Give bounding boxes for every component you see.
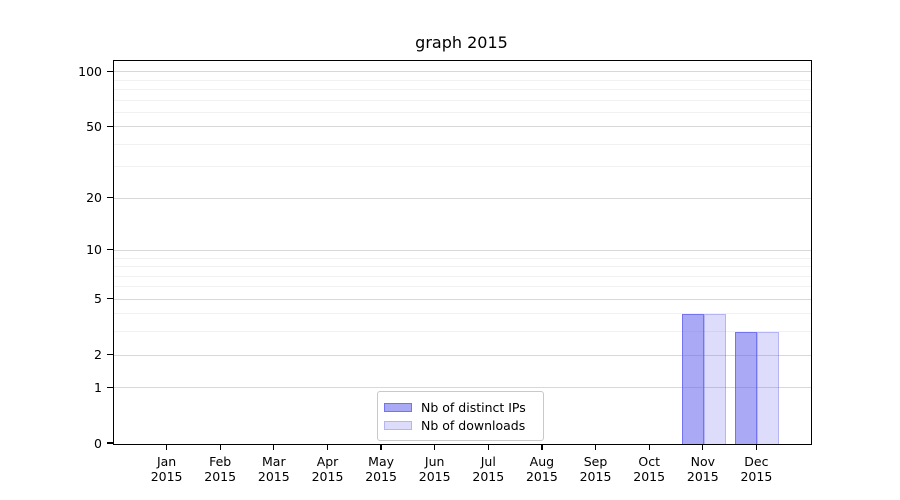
x-tick <box>755 444 758 450</box>
y-tick-label: 20 <box>86 190 102 206</box>
y-tick-label: 5 <box>94 291 102 307</box>
x-tick-month: Feb <box>209 454 232 469</box>
x-tick-month: Mar <box>262 454 286 469</box>
bar-downloads <box>703 314 726 444</box>
y-tick <box>107 70 113 72</box>
x-tick <box>165 444 168 450</box>
x-tick <box>326 444 329 450</box>
y-gridline-minor <box>114 286 811 288</box>
x-tick-month: Oct <box>638 454 660 469</box>
x-tick-year: 2015 <box>579 469 612 484</box>
y-gridline-minor <box>114 143 811 145</box>
x-tick <box>380 444 382 450</box>
x-tick <box>273 444 275 450</box>
y-tick-label: 2 <box>94 347 102 362</box>
y-gridline-major <box>114 197 811 199</box>
legend-item-distinct-ips: Nb of distinct IPs <box>384 399 537 416</box>
legend: Nb of distinct IPs Nb of downloads <box>377 391 544 441</box>
x-tick <box>594 444 597 450</box>
x-tick-year: 2015 <box>740 469 773 484</box>
x-tick-year: 2015 <box>365 469 397 484</box>
y-gridline-minor <box>114 79 811 81</box>
legend-label-distinct-ips: Nb of distinct IPs <box>421 400 526 415</box>
x-tick-label: May 2015 <box>353 454 409 484</box>
x-tick-label: Dec 2015 <box>728 454 784 484</box>
y-gridline-major <box>114 249 811 251</box>
x-tick <box>434 444 436 450</box>
y-tick <box>107 442 113 444</box>
x-tick-year: 2015 <box>472 469 505 484</box>
x-tick <box>487 444 489 450</box>
y-gridline-minor <box>114 99 811 101</box>
y-tick <box>107 125 113 127</box>
x-tick-label: Aug 2015 <box>514 454 570 484</box>
y-gridline-major <box>114 126 811 128</box>
y-tick-label: 0 <box>94 435 102 451</box>
x-tick <box>219 444 221 450</box>
y-gridline-major <box>114 298 811 300</box>
y-tick <box>107 353 113 356</box>
x-tick-month: Dec <box>744 454 769 469</box>
x-tick-label: Nov 2015 <box>675 454 731 484</box>
x-tick-label: Oct 2015 <box>621 454 677 484</box>
legend-label-downloads: Nb of downloads <box>421 418 526 433</box>
x-tick-month: Nov <box>690 454 715 469</box>
x-tick-label: Feb 2015 <box>192 454 248 484</box>
x-tick-label: Mar 2015 <box>246 454 302 484</box>
x-tick-month: Jul <box>480 454 496 469</box>
x-tick-label: Sep 2015 <box>568 454 624 484</box>
x-tick <box>541 444 543 450</box>
x-tick-label: Jun 2015 <box>407 454 463 484</box>
plot-area <box>113 60 812 445</box>
x-tick-month: May <box>368 454 395 469</box>
x-tick-month: Jan <box>156 454 177 469</box>
x-tick-year: 2015 <box>418 469 451 484</box>
x-tick-year: 2015 <box>311 469 344 484</box>
x-tick-month: Jun <box>424 454 445 469</box>
y-tick <box>107 298 113 300</box>
y-tick-label: 100 <box>78 63 102 79</box>
x-tick <box>648 444 650 450</box>
y-tick <box>107 197 113 199</box>
y-tick <box>107 249 113 251</box>
y-tick-label: 1 <box>94 379 102 395</box>
x-tick <box>702 444 704 450</box>
bar-distinct-ips <box>735 332 758 444</box>
bar-downloads <box>757 332 780 444</box>
legend-swatch-distinct-ips <box>384 402 412 413</box>
x-tick-year: 2015 <box>633 469 666 484</box>
y-gridline-minor <box>114 275 811 277</box>
y-gridline-major <box>114 71 811 73</box>
x-tick-year: 2015 <box>150 469 183 484</box>
x-tick-year: 2015 <box>686 469 719 484</box>
chart-title: graph 2015 <box>415 33 508 52</box>
x-tick-year: 2015 <box>204 469 237 484</box>
y-gridline-minor <box>114 89 811 90</box>
x-tick-month: Sep <box>583 454 608 469</box>
x-tick-label: Apr 2015 <box>300 454 356 484</box>
x-tick-month: Apr <box>316 454 339 469</box>
x-tick-label: Jul 2015 <box>460 454 516 484</box>
legend-swatch-downloads <box>384 420 412 431</box>
y-gridline-minor <box>114 166 811 168</box>
y-gridline-minor <box>114 111 811 113</box>
y-tick-label: 10 <box>86 242 102 258</box>
y-tick-label: 50 <box>86 118 102 134</box>
x-tick-year: 2015 <box>525 469 558 484</box>
x-tick-month: Aug <box>529 454 555 469</box>
y-gridline-minor <box>114 266 811 267</box>
legend-item-downloads: Nb of downloads <box>384 417 537 434</box>
y-gridline-minor <box>114 257 811 259</box>
y-tick <box>107 386 113 388</box>
bar-distinct-ips <box>681 314 704 444</box>
x-tick-year: 2015 <box>257 469 290 484</box>
x-tick-label: Jan 2015 <box>139 454 195 484</box>
